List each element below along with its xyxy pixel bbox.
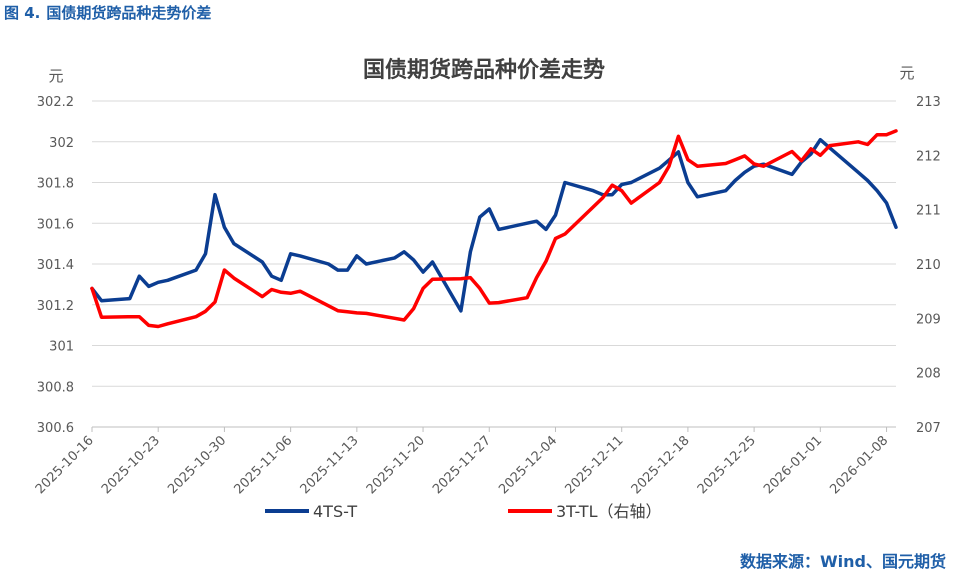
left-tick-label: 301.2 bbox=[37, 299, 74, 314]
legend-label-0: 4TS-T bbox=[313, 502, 357, 521]
x-tick-label: 2025-11-27 bbox=[430, 433, 494, 497]
chart-title: 国债期货跨品种价差走势 bbox=[363, 57, 605, 83]
left-tick-label: 301 bbox=[49, 340, 74, 355]
left-tick-label: 302 bbox=[49, 136, 74, 151]
series-line-0 bbox=[90, 137, 898, 313]
x-tick-label: 2025-12-25 bbox=[695, 433, 759, 497]
x-tick-label: 2025-11-06 bbox=[231, 433, 295, 497]
figure-caption-text: 国债期货跨品种走势价差 bbox=[46, 4, 212, 22]
right-tick-label: 213 bbox=[916, 95, 941, 110]
gridlines bbox=[91, 100, 896, 432]
x-tick-label: 2025-11-20 bbox=[364, 433, 428, 497]
right-tick-label: 211 bbox=[916, 204, 941, 219]
figure-caption: 图 4. 国债期货跨品种走势价差 bbox=[4, 2, 211, 23]
right-axis-ticks: 213 212 211 210 209 208 207 bbox=[916, 95, 941, 436]
x-tick-label: 2025-12-18 bbox=[629, 433, 693, 497]
right-axis-unit: 元 bbox=[899, 64, 914, 82]
x-tick-label: 2026-01-01 bbox=[761, 433, 825, 497]
left-axis-unit: 元 bbox=[48, 67, 63, 85]
x-tick-label: 2025-12-04 bbox=[496, 433, 560, 497]
legend: 4TS-T 3T-TL（右轴） bbox=[265, 502, 661, 521]
x-tick-label: 2025-11-13 bbox=[298, 433, 362, 497]
x-tick-label: 2025-10-16 bbox=[33, 433, 97, 497]
left-tick-label: 300.8 bbox=[37, 380, 74, 395]
left-tick-label: 301.6 bbox=[37, 217, 74, 232]
right-tick-label: 208 bbox=[916, 367, 941, 382]
x-axis-ticks: 2025-10-16 2025-10-23 2025-10-30 2025-11-06… bbox=[33, 433, 892, 497]
figure-number: 图 4. bbox=[4, 4, 41, 22]
left-tick-label: 302.2 bbox=[37, 95, 74, 110]
right-tick-label: 210 bbox=[916, 258, 941, 273]
series-line-1 bbox=[90, 129, 898, 329]
right-tick-label: 209 bbox=[916, 312, 941, 327]
left-tick-label: 301.4 bbox=[37, 258, 74, 273]
x-tick-label: 2025-10-23 bbox=[99, 433, 163, 497]
right-tick-label: 212 bbox=[916, 149, 941, 164]
left-axis-ticks: 302.2 302 301.8 301.6 301.4 301.2 301 300.8 300.… bbox=[37, 95, 74, 436]
legend-label-1: 3T-TL（右轴） bbox=[556, 502, 661, 521]
series-lines bbox=[90, 129, 898, 329]
source-note: 数据来源：Wind、国元期货 bbox=[740, 552, 946, 571]
right-tick-label: 207 bbox=[916, 421, 941, 436]
x-tick-label: 2025-12-11 bbox=[562, 433, 626, 497]
left-tick-label: 300.6 bbox=[37, 421, 74, 436]
x-tick-label: 2026-01-08 bbox=[827, 433, 891, 497]
x-tick-label: 2025-10-30 bbox=[165, 433, 229, 497]
left-tick-label: 301.8 bbox=[37, 177, 74, 192]
